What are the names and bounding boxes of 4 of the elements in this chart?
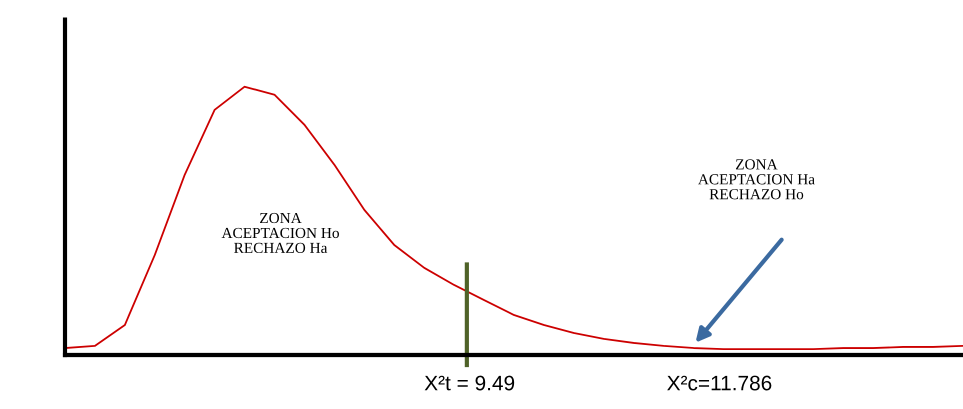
text: X²t = 9.49	[424, 376, 514, 390]
text: X²c=11.786	[667, 376, 772, 390]
annotation: ZONA ACEPTACION Ho RECHAZO Ha	[222, 212, 339, 254]
annotation: ZONA ACEPTACION Ha RECHAZO Ho	[698, 159, 815, 200]
